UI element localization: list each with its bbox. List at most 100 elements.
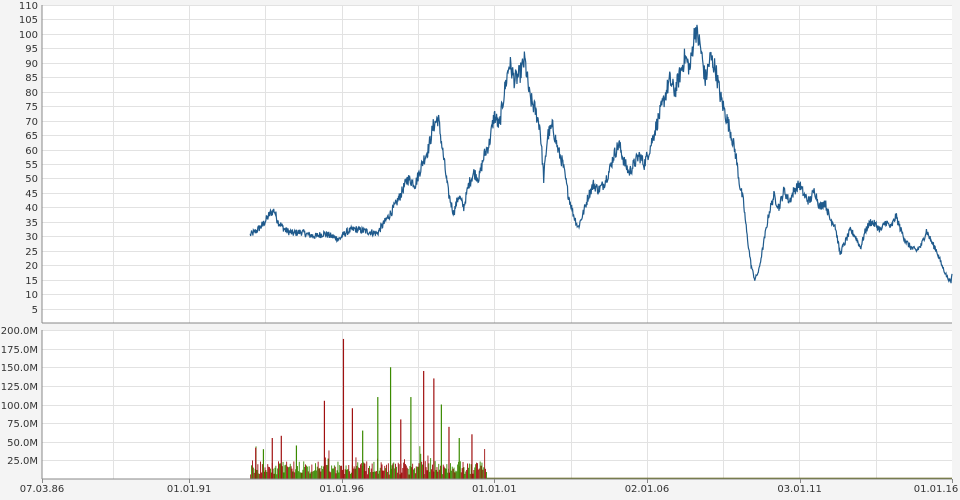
price-y-tick-label: 40: [25, 203, 38, 214]
volume-bar: [259, 473, 261, 479]
volume-bar-spike: [400, 419, 402, 479]
volume-bar: [416, 466, 418, 479]
volume-bar: [445, 468, 447, 479]
volume-bar: [450, 463, 451, 479]
volume-bar: [457, 464, 459, 479]
price-y-tick-label: 45: [25, 189, 38, 200]
volume-bar: [372, 471, 374, 479]
volume-bar: [438, 463, 440, 479]
volume-bar: [315, 470, 317, 479]
price-y-tick-label: 65: [25, 131, 38, 142]
volume-bar: [406, 467, 408, 479]
volume-bar: [468, 463, 470, 479]
volume-bar: [321, 465, 323, 479]
volume-bar: [459, 461, 461, 479]
volume-bar-spike: [271, 438, 273, 479]
volume-bar: [284, 465, 286, 479]
volume-bar: [366, 461, 368, 479]
volume-bar: [251, 465, 252, 479]
volume-bar: [374, 471, 376, 479]
volume-bar: [336, 470, 338, 479]
volume-bar: [359, 468, 360, 479]
volume-y-tick-label: 125.0M: [1, 382, 38, 393]
volume-bar: [276, 474, 278, 479]
volume-bar: [277, 468, 279, 479]
price-y-tick-label: 80: [25, 88, 38, 99]
volume-bar: [414, 468, 415, 479]
volume-bar-spike: [377, 397, 379, 479]
volume-bar: [298, 461, 300, 479]
volume-bar: [341, 465, 342, 479]
volume-bar: [313, 471, 315, 479]
volume-bar: [325, 464, 327, 479]
volume-bar-spike: [323, 400, 326, 479]
volume-bar: [295, 469, 297, 479]
volume-bar: [419, 446, 421, 479]
price-y-tick-label: 20: [25, 261, 38, 272]
volume-bar: [311, 464, 313, 479]
volume-bar: [468, 467, 469, 479]
volume-bar: [381, 464, 383, 479]
volume-bar: [481, 462, 483, 479]
volume-bar-spike: [362, 430, 364, 479]
x-tick-label: 01.01.96: [319, 484, 364, 495]
volume-bar: [307, 471, 309, 479]
volume-bar: [370, 468, 372, 479]
volume-bar: [403, 462, 405, 479]
volume-bar: [482, 469, 484, 479]
volume-bar: [308, 466, 310, 479]
price-y-tick-label: 75: [25, 102, 38, 113]
volume-bar-spike: [255, 447, 257, 479]
volume-y-tick-label: 100.0M: [1, 401, 38, 412]
volume-bar: [304, 466, 306, 479]
volume-bar: [395, 463, 396, 479]
volume-bar: [268, 466, 270, 479]
volume-bar: [340, 466, 342, 479]
volume-bars: [250, 338, 952, 479]
price-y-tick-label: 85: [25, 73, 38, 84]
volume-bar: [478, 468, 480, 479]
volume-bar: [367, 474, 369, 479]
volume-bar: [467, 463, 468, 479]
price-series-line: [249, 24, 953, 284]
volume-bar: [404, 459, 405, 479]
volume-bar: [386, 464, 387, 479]
volume-bar: [324, 457, 326, 479]
volume-bar: [399, 474, 401, 479]
volume-bar: [396, 472, 398, 479]
volume-bar: [319, 467, 321, 479]
volume-bar: [333, 465, 335, 479]
volume-bar: [378, 470, 380, 479]
volume-bar: [371, 463, 373, 479]
x-tick-label: 07.03.86: [20, 484, 65, 495]
volume-bar: [365, 471, 367, 479]
volume-bar: [453, 467, 455, 479]
volume-bar: [443, 466, 445, 479]
volume-bar: [275, 465, 277, 479]
volume-bar: [328, 450, 330, 479]
volume-bar: [273, 473, 275, 479]
volume-bar: [306, 466, 308, 479]
volume-bar: [264, 467, 266, 479]
volume-bar: [383, 470, 385, 479]
volume-bar: [475, 464, 477, 479]
volume-bar: [486, 471, 487, 479]
volume-bar: [472, 473, 474, 479]
volume-bar: [425, 467, 427, 479]
volume-bar: [385, 468, 387, 479]
volume-bar: [414, 473, 416, 479]
volume-y-tick-label: 75.0M: [7, 419, 38, 430]
volume-bar-tail-up: [486, 477, 952, 479]
volume-bar: [407, 468, 409, 479]
volume-bar: [260, 461, 261, 479]
volume-bar: [269, 467, 270, 479]
volume-bar-spike: [351, 408, 353, 479]
volume-bar: [316, 466, 318, 479]
volume-y-tick-label: 175.0M: [1, 345, 38, 356]
volume-bar: [288, 466, 290, 479]
x-axis: 07.03.86 01.01.91 01.01.96 01.01.01 02.01.06…: [20, 479, 958, 495]
volume-bar: [402, 468, 404, 479]
volume-bar: [352, 468, 354, 479]
price-y-tick-label: 60: [25, 146, 38, 157]
